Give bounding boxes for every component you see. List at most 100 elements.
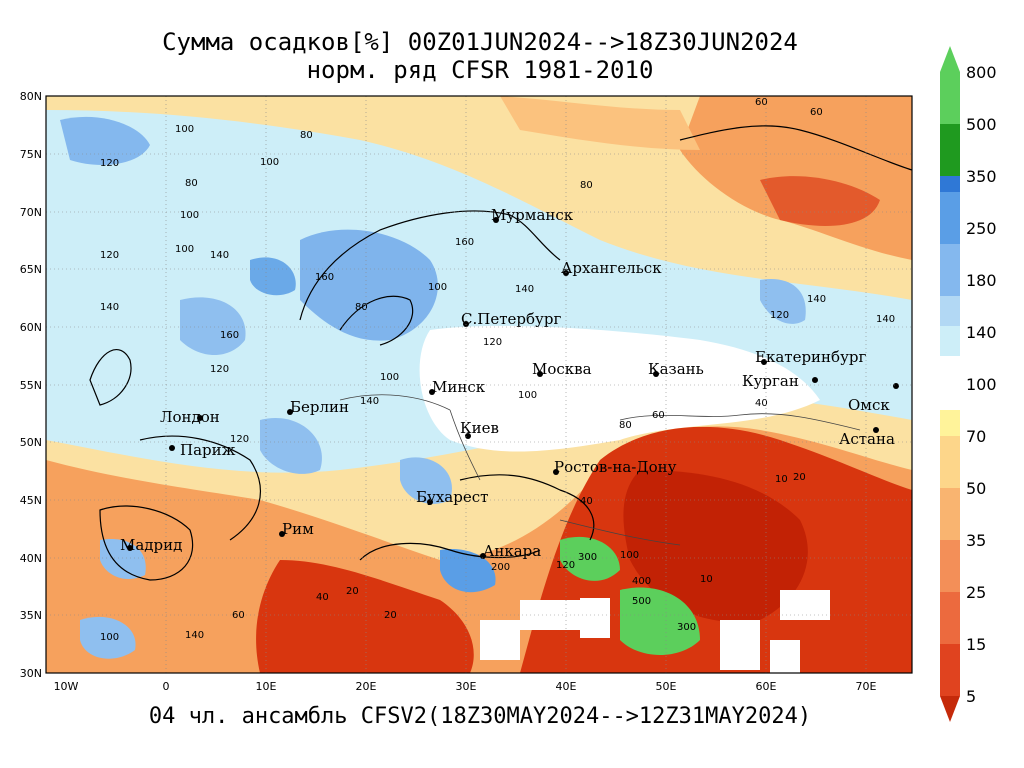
svg-text:500: 500 bbox=[632, 596, 651, 607]
lat-label: 45N bbox=[20, 494, 42, 507]
svg-text:40: 40 bbox=[316, 592, 329, 603]
colorbar-label: 800 bbox=[966, 63, 997, 82]
svg-text:140: 140 bbox=[807, 294, 826, 305]
colorbar-segment bbox=[940, 592, 960, 644]
lon-label: 20E bbox=[356, 680, 377, 693]
lon-label: 40E bbox=[556, 680, 577, 693]
lat-label: 65N bbox=[20, 263, 42, 276]
svg-text:300: 300 bbox=[677, 622, 696, 633]
city-label: Омск bbox=[848, 396, 890, 414]
colorbar-segment bbox=[940, 644, 960, 696]
colorbar-label: 15 bbox=[966, 635, 986, 654]
map-title-line2: норм. ряд CFSR 1981-2010 bbox=[306, 56, 654, 84]
svg-text:100: 100 bbox=[428, 282, 447, 293]
lon-label: 0 bbox=[163, 680, 170, 693]
colorbar-label: 500 bbox=[966, 115, 997, 134]
svg-text:200: 200 bbox=[491, 562, 510, 573]
svg-text:140: 140 bbox=[515, 284, 534, 295]
city-label: Берлин bbox=[290, 398, 349, 416]
city-label: Курган bbox=[742, 372, 799, 390]
lat-label: 50N bbox=[20, 436, 42, 449]
svg-text:400: 400 bbox=[632, 576, 651, 587]
svg-text:20: 20 bbox=[346, 586, 359, 597]
colorbar-label: 180 bbox=[966, 271, 997, 290]
city-labels: Мурманск Архангельск С.Петербург Москва … bbox=[120, 206, 899, 560]
colorbar-label: 250 bbox=[966, 219, 997, 238]
longitude-axis: 10W 0 10E 20E 30E 40E 50E 60E 70E bbox=[54, 680, 877, 693]
svg-text:100: 100 bbox=[175, 244, 194, 255]
colorbar-segment bbox=[940, 244, 960, 296]
colorbar-segment bbox=[940, 72, 960, 124]
svg-text:100: 100 bbox=[100, 632, 119, 643]
svg-text:120: 120 bbox=[556, 560, 575, 571]
svg-text:100: 100 bbox=[260, 157, 279, 168]
svg-text:120: 120 bbox=[100, 250, 119, 261]
lat-label: 70N bbox=[20, 206, 42, 219]
city-label: Мурманск bbox=[491, 206, 574, 224]
svg-text:160: 160 bbox=[315, 272, 334, 283]
lat-label: 80N bbox=[20, 90, 42, 103]
svg-text:80: 80 bbox=[355, 302, 368, 313]
colorbar-label: 5 bbox=[966, 687, 976, 706]
colorbar-segment bbox=[940, 410, 960, 436]
svg-text:100: 100 bbox=[620, 550, 639, 561]
colorbar-segment bbox=[940, 436, 960, 488]
lon-label: 60E bbox=[756, 680, 777, 693]
colorbar-segment bbox=[940, 488, 960, 540]
svg-text:20: 20 bbox=[384, 610, 397, 621]
svg-text:80: 80 bbox=[185, 178, 198, 189]
lat-label: 35N bbox=[20, 609, 42, 622]
svg-text:40: 40 bbox=[580, 496, 593, 507]
ensemble-footer: 04 чл. ансамбль CFSV2(18Z30MAY2024-->12Z… bbox=[148, 704, 812, 729]
colorbar-top-arrow bbox=[940, 46, 960, 72]
svg-text:120: 120 bbox=[770, 310, 789, 321]
lat-label: 40N bbox=[20, 552, 42, 565]
colorbar-label: 70 bbox=[966, 427, 986, 446]
city-label: Архангельск bbox=[561, 259, 662, 277]
lat-label: 30N bbox=[20, 667, 42, 680]
svg-text:100: 100 bbox=[180, 210, 199, 221]
map-title-line1: Сумма осадков[%] 00Z01JUN2024-->18Z30JUN… bbox=[162, 28, 798, 56]
svg-text:60: 60 bbox=[755, 97, 768, 108]
colorbar: 800 500 350 250 180 140 100 70 50 35 25 … bbox=[940, 46, 997, 722]
svg-text:140: 140 bbox=[210, 250, 229, 261]
city-label: Екатеринбург bbox=[755, 348, 866, 366]
city-label: Астана bbox=[839, 430, 895, 448]
svg-text:100: 100 bbox=[175, 124, 194, 135]
svg-text:120: 120 bbox=[230, 434, 249, 445]
colorbar-label: 140 bbox=[966, 323, 997, 342]
lat-label: 55N bbox=[20, 379, 42, 392]
svg-text:100: 100 bbox=[380, 372, 399, 383]
city-label: Париж bbox=[180, 441, 236, 459]
lon-label: 50E bbox=[656, 680, 677, 693]
city-label: Минск bbox=[432, 378, 486, 396]
svg-text:140: 140 bbox=[360, 396, 379, 407]
svg-text:60: 60 bbox=[810, 107, 823, 118]
latitude-axis: 80N 75N 70N 65N 60N 55N 50N 45N 40N 35N … bbox=[20, 90, 42, 680]
svg-text:160: 160 bbox=[220, 330, 239, 341]
svg-text:80: 80 bbox=[580, 180, 593, 191]
colorbar-segment bbox=[940, 124, 960, 176]
lon-label: 30E bbox=[456, 680, 477, 693]
city-label: С.Петербург bbox=[461, 310, 561, 328]
svg-text:120: 120 bbox=[483, 337, 502, 348]
svg-text:160: 160 bbox=[455, 237, 474, 248]
colorbar-label: 25 bbox=[966, 583, 986, 602]
colorbar-segment bbox=[940, 176, 960, 192]
contour-labels: 60 60 100 80 100 120 100 80 120 80 100 1… bbox=[100, 97, 895, 643]
city-label: Ростов-на-Дону bbox=[554, 458, 677, 476]
map-field: 60 60 100 80 100 120 100 80 120 80 100 1… bbox=[46, 96, 912, 673]
svg-text:140: 140 bbox=[876, 314, 895, 325]
svg-text:300: 300 bbox=[578, 552, 597, 563]
svg-text:100: 100 bbox=[518, 390, 537, 401]
svg-text:60: 60 bbox=[232, 610, 245, 621]
colorbar-label: 350 bbox=[966, 167, 997, 186]
svg-text:140: 140 bbox=[100, 302, 119, 313]
colorbar-label: 100 bbox=[966, 375, 997, 394]
city-label: Бухарест bbox=[416, 488, 488, 506]
colorbar-segment bbox=[940, 296, 960, 326]
colorbar-label: 35 bbox=[966, 531, 986, 550]
city-label: Киев bbox=[460, 419, 499, 437]
svg-text:20: 20 bbox=[793, 472, 806, 483]
